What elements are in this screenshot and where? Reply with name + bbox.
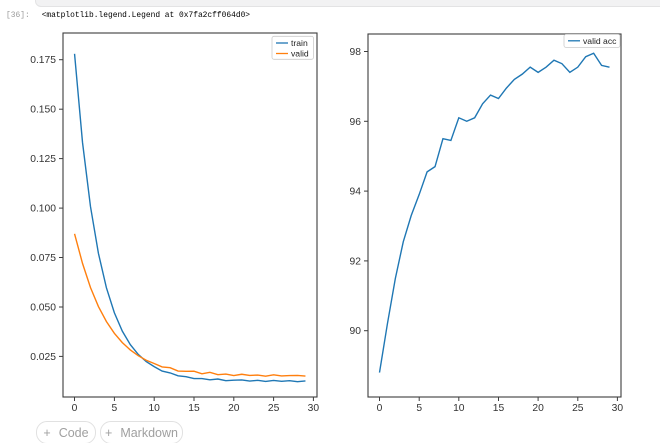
svg-text:25: 25 (268, 403, 280, 414)
svg-text:30: 30 (612, 403, 624, 414)
svg-text:20: 20 (532, 403, 544, 414)
svg-text:10: 10 (148, 403, 160, 414)
svg-text:98: 98 (350, 47, 362, 58)
svg-text:90: 90 (350, 326, 362, 337)
svg-text:0.075: 0.075 (30, 253, 56, 264)
svg-text:valid acc: valid acc (583, 36, 617, 46)
svg-text:0.100: 0.100 (30, 204, 56, 215)
svg-text:5: 5 (112, 403, 118, 414)
svg-text:0.050: 0.050 (30, 303, 56, 314)
svg-text:30: 30 (308, 403, 320, 414)
svg-text:0: 0 (377, 403, 383, 414)
svg-text:92: 92 (350, 256, 362, 267)
svg-text:0: 0 (72, 403, 78, 414)
svg-text:train: train (291, 38, 308, 48)
svg-text:0.150: 0.150 (30, 105, 56, 116)
svg-text:0.125: 0.125 (30, 154, 56, 165)
svg-text:15: 15 (188, 403, 200, 414)
svg-text:94: 94 (350, 187, 362, 198)
svg-text:0.175: 0.175 (30, 55, 56, 66)
svg-text:25: 25 (572, 403, 584, 414)
svg-text:10: 10 (453, 403, 465, 414)
svg-text:5: 5 (416, 403, 422, 414)
svg-text:0.025: 0.025 (30, 352, 56, 363)
svg-text:valid: valid (291, 49, 309, 59)
svg-text:20: 20 (228, 403, 240, 414)
svg-text:15: 15 (493, 403, 505, 414)
svg-text:96: 96 (350, 117, 362, 128)
